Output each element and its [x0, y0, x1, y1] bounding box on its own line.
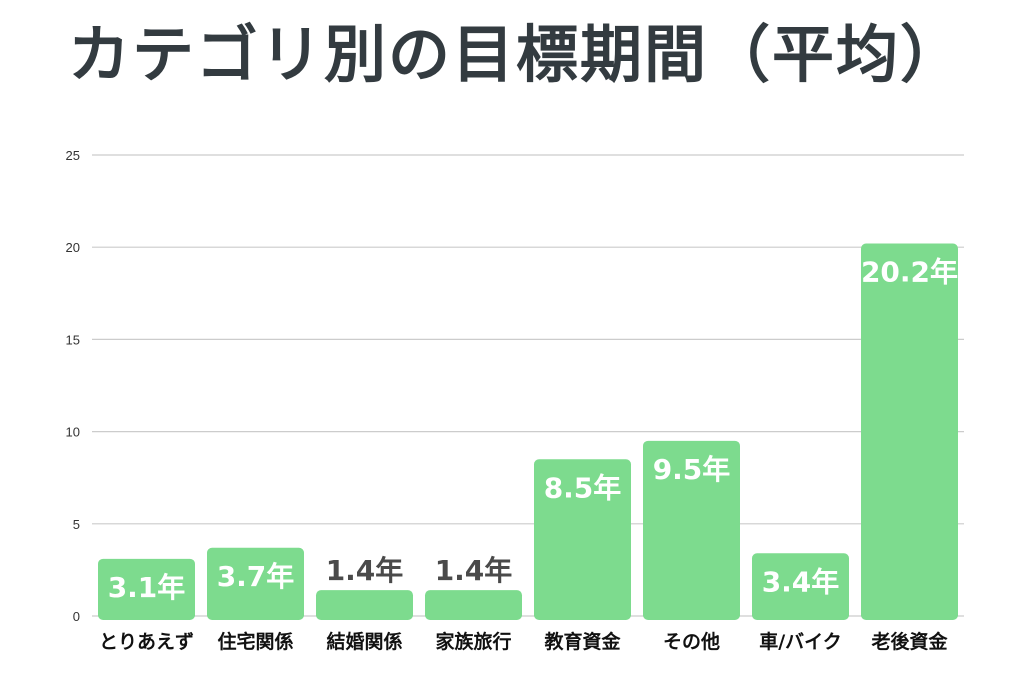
bar-base [98, 613, 195, 616]
y-tick-label: 20 [66, 240, 80, 255]
bar [316, 590, 413, 620]
bar-base [425, 613, 522, 616]
bar-base [316, 613, 413, 616]
bar [207, 547, 304, 620]
bar [98, 558, 195, 620]
y-axis-ticks: 0 5 10 15 20 25 [66, 148, 80, 624]
bar-base [752, 613, 849, 616]
data-label: 1.4年 [326, 554, 404, 587]
chart-title: カテゴリ別の目標期間（平均） [67, 18, 964, 91]
y-tick-label: 15 [66, 332, 80, 347]
x-category-label: その他 [663, 630, 720, 653]
x-category-label: 住宅関係 [217, 630, 293, 653]
y-tick-label: 25 [66, 148, 80, 163]
bar [643, 440, 740, 620]
data-label: 3.7年 [217, 560, 295, 593]
grid-lines [92, 154, 964, 617]
data-labels: 3.1年 3.7年 1.4年 1.4年 8.5年 9.5年 3.4年 20.2年 [108, 256, 958, 604]
x-category-label: 結婚関係 [326, 630, 402, 653]
x-category-label: 家族旅行 [435, 630, 511, 653]
x-category-label: 教育資金 [544, 630, 621, 653]
x-category-label: 老後資金 [871, 630, 948, 653]
bar [534, 459, 631, 620]
bar-base [534, 613, 631, 616]
bar [752, 553, 849, 620]
x-category-label: とりあえず [99, 631, 194, 653]
bar [425, 590, 522, 620]
y-tick-label: 10 [66, 425, 80, 440]
x-category-label: 車/バイク [759, 630, 842, 653]
y-tick-label: 5 [73, 517, 80, 532]
data-label: 8.5年 [544, 471, 622, 504]
bar-base [861, 613, 958, 616]
bar-base [207, 613, 304, 616]
bars [98, 243, 958, 620]
data-label: 20.2年 [861, 256, 958, 289]
y-tick-label: 0 [73, 609, 80, 624]
x-axis-categories: とりあえず 住宅関係 結婚関係 家族旅行 教育資金 その他 車/バイク 老後資金 [99, 630, 949, 653]
data-label: 3.1年 [108, 571, 186, 604]
bar [861, 243, 958, 620]
data-label: 9.5年 [653, 453, 731, 486]
bar-base [643, 613, 740, 616]
data-label: 1.4年 [435, 554, 513, 587]
data-label: 3.4年 [762, 565, 840, 598]
